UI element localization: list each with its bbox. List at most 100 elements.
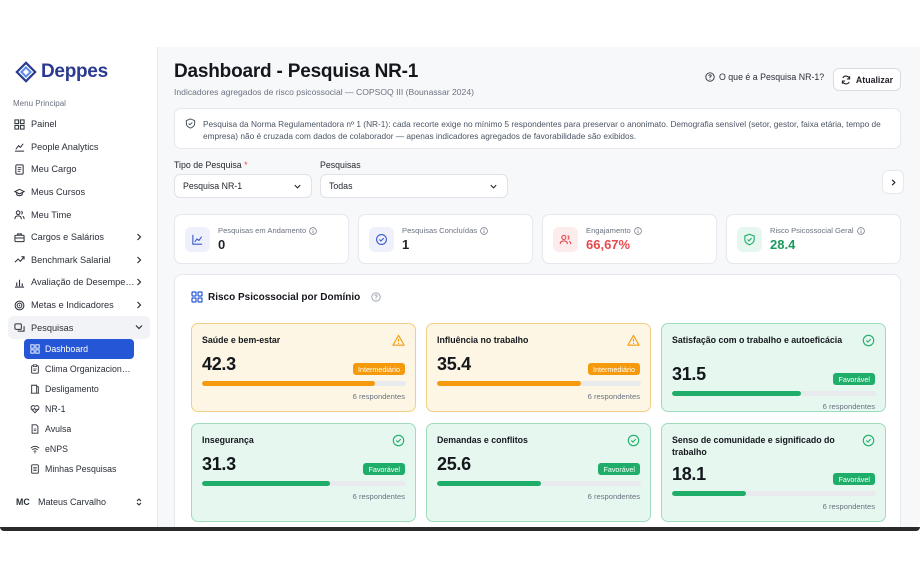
menu-caption: Menu Principal <box>13 99 66 108</box>
sidebar-item-label: Cargos e Salários <box>31 232 105 243</box>
anonymity-notice: Pesquisa da Norma Regulamentadora nº 1 (… <box>174 108 901 149</box>
sidebar-item-benchmark-salarial[interactable]: Benchmark Salarial <box>8 249 150 272</box>
sidebar-item-avaliacao-desempenho[interactable]: Avaliação de Desempe… <box>8 271 150 294</box>
door-icon <box>29 383 41 395</box>
chevron-down-icon <box>294 184 301 189</box>
sidebar-item-painel[interactable]: Painel <box>8 113 150 136</box>
status-badge: Intermediário <box>588 363 640 375</box>
domain-card[interactable]: Influência no trabalho 35.4 Intermediário 6… <box>426 323 651 412</box>
chevron-right-icon <box>137 233 142 241</box>
survey-type-label-text: Tipo de Pesquisa <box>174 160 242 170</box>
analytics-icon <box>13 140 26 153</box>
sidebar-item-meus-cursos[interactable]: Meus Cursos <box>8 181 150 204</box>
document-icon <box>13 163 26 176</box>
grid-icon <box>29 343 41 355</box>
sidebar-subitem-label: Avulsa <box>45 423 72 434</box>
chart-line-icon <box>192 234 203 245</box>
sidebar-item-label: Meu Time <box>31 209 72 220</box>
info-icon[interactable] <box>480 226 488 235</box>
domain-score: 25.6 <box>437 454 471 474</box>
stat-icon-wrap <box>553 227 578 252</box>
domain-score: 35.4 <box>437 354 471 374</box>
help-circle-icon[interactable] <box>371 292 381 302</box>
info-icon[interactable] <box>634 226 642 235</box>
check-circle-icon <box>376 234 387 245</box>
notice-text: Pesquisa da Norma Regulamentadora nº 1 (… <box>203 119 881 142</box>
main-content: Dashboard - Pesquisa NR-1 Indicadores ag… <box>158 47 920 529</box>
logo[interactable]: Deppes <box>15 61 108 83</box>
survey-type-select[interactable]: Pesquisa NR-1 <box>174 174 312 198</box>
panel-title-text: Risco Psicossocial por Domínio <box>208 291 361 303</box>
users-icon <box>559 234 572 245</box>
sidebar-item-meu-cargo[interactable]: Meu Cargo <box>8 158 150 181</box>
domain-title: Senso de comunidade e significado do tra… <box>672 435 835 457</box>
stat-label: Risco Psicossocial Geral <box>770 226 865 235</box>
help-link-label: O que é a Pesquisa NR-1? <box>719 72 825 82</box>
sidebar-subitem-label: Clima Organizacion… <box>45 363 131 374</box>
domain-score: 42.3 <box>202 354 236 374</box>
sidebar-subitem-minhas-pesquisas[interactable]: Minhas Pesquisas <box>24 459 134 479</box>
domain-card[interactable]: Saúde e bem-estar 42.3 Intermediário 6 resp… <box>191 323 416 412</box>
sidebar-item-metas-indicadores[interactable]: Metas e Indicadores <box>8 294 150 317</box>
domain-title: Saúde e bem-estar <box>202 335 281 345</box>
stat-card-engagement: Engajamento 66,67% <box>542 214 717 264</box>
shield-check-icon <box>744 233 755 246</box>
refresh-button-label: Atualizar <box>855 74 894 85</box>
stat-label-text: Engajamento <box>586 226 631 235</box>
user-menu[interactable]: MC Mateus Carvalho <box>8 491 150 513</box>
sidebar-item-meu-time[interactable]: Meu Time <box>8 203 150 226</box>
stat-label-text: Pesquisas em Andamento <box>218 226 307 235</box>
score-progress-track <box>437 381 641 386</box>
target-icon <box>13 299 26 312</box>
check-circle-icon <box>392 434 405 447</box>
refresh-icon <box>841 75 851 84</box>
surveys-select[interactable]: Todas <box>320 174 508 198</box>
chevron-right-icon <box>137 301 142 309</box>
respondents-count: 6 respondentes <box>587 392 640 401</box>
domain-card[interactable]: Insegurança 31.3 Favorável 6 respondentes <box>191 423 416 522</box>
sidebar-subitem-label: Desligamento <box>45 383 99 394</box>
sidebar-item-label: Benchmark Salarial <box>31 254 111 265</box>
refresh-button[interactable]: Atualizar <box>833 68 901 91</box>
respondents-count: 6 respondentes <box>587 492 640 501</box>
sidebar-item-people-analytics[interactable]: People Analytics <box>8 136 150 159</box>
sidebar-subitem-enps[interactable]: eNPS <box>24 439 134 459</box>
chevron-down-icon <box>490 184 497 189</box>
domain-title: Insegurança <box>202 435 254 445</box>
pesquisas-submenu: Dashboard Clima Organizacion… Desligamen… <box>24 338 134 479</box>
stat-label: Pesquisas em Andamento <box>218 226 317 235</box>
sidebar-item-pesquisas[interactable]: Pesquisas <box>8 316 150 339</box>
briefcase-icon <box>13 231 26 244</box>
sidebar-subitem-dashboard[interactable]: Dashboard <box>24 338 134 359</box>
bar-chart-icon <box>13 276 26 289</box>
wifi-icon <box>29 443 41 455</box>
domain-card[interactable]: Senso de comunidade e significado do tra… <box>661 423 886 522</box>
users-icon <box>13 208 26 221</box>
domain-title: Influência no trabalho <box>437 335 529 345</box>
user-name: Mateus Carvalho <box>38 497 107 507</box>
chevron-right-icon <box>891 178 896 186</box>
info-icon[interactable] <box>856 226 865 235</box>
sidebar-subitem-avulsa[interactable]: Avulsa <box>24 419 134 439</box>
sidebar-item-label: Painel <box>31 119 57 130</box>
help-link[interactable]: O que é a Pesquisa NR-1? <box>705 72 824 82</box>
domain-card[interactable]: Demandas e conflitos 25.6 Favorável 6 respo… <box>426 423 651 522</box>
check-circle-icon <box>862 334 875 347</box>
score-progress-fill <box>202 381 375 386</box>
sidebar-item-cargos-salarios[interactable]: Cargos e Salários <box>8 226 150 249</box>
domain-risk-panel: Risco Psicossocial por Domínio Saúde e b… <box>174 274 901 529</box>
avatar: MC <box>16 497 30 507</box>
domain-score: 31.3 <box>202 454 236 474</box>
sidebar-subitem-desligamento[interactable]: Desligamento <box>24 379 134 399</box>
domain-card[interactable]: Satisfação com o trabalho e autoeficácia… <box>661 323 886 412</box>
info-icon[interactable] <box>309 226 317 235</box>
stat-label-text: Risco Psicossocial Geral <box>770 226 854 235</box>
stat-card-overall-risk: Risco Psicossocial Geral 28.4 <box>726 214 901 264</box>
status-badge: Favorável <box>363 463 405 475</box>
scroll-right-button[interactable] <box>882 170 904 194</box>
domain-score: 31.5 <box>672 364 706 384</box>
sidebar-subitem-nr1[interactable]: NR-1 <box>24 399 134 419</box>
help-circle-icon <box>705 72 715 82</box>
sidebar-nav: Painel People Analytics Meu Cargo Meus C… <box>8 113 150 479</box>
sidebar-subitem-clima[interactable]: Clima Organizacion… <box>24 359 134 379</box>
